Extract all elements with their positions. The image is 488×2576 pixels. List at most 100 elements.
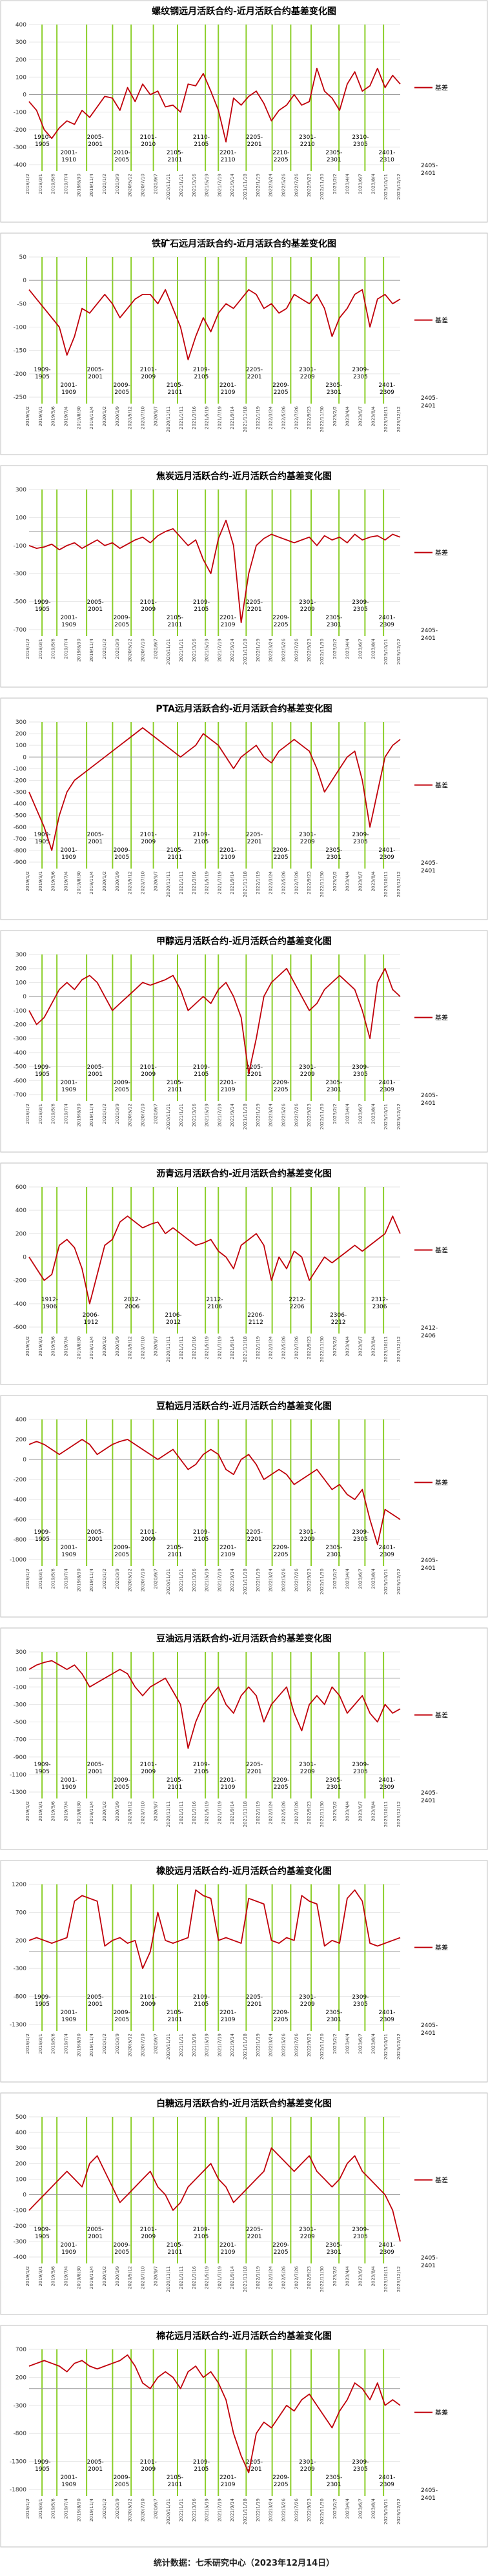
x-tick-label: 2023/4/4 [345, 1103, 351, 1124]
x-tick-label: 2022/9/23 [307, 1801, 312, 1824]
x-tick-label: 2022/11/30 [320, 1801, 325, 1827]
contract-pair-label: 2201- [219, 382, 236, 389]
contract-pair-label: 1909 [61, 2482, 76, 2488]
x-tick-label: 2021/9/14 [230, 871, 235, 894]
x-tick-label: 2023/8/4 [371, 406, 376, 426]
chart-svg: 铁矿石远月活跃合约-近月活跃合约基差变化图 50 0 -50 -100 -150 -200 -… [0, 232, 488, 455]
x-tick-label: 2023/12/12 [396, 1104, 402, 1129]
contract-pair-label: 2005- [87, 832, 104, 838]
contract-pair-label: 2309 [380, 2249, 394, 2256]
contract-pair-label: 2005- [87, 1529, 104, 1536]
contract-pair-label: 2301 [327, 157, 341, 163]
x-tick-label: 2021/3/16 [192, 871, 197, 894]
x-tick-label: 2020/7/10 [140, 1801, 145, 1824]
contract-pair-label: 2009 [141, 2234, 156, 2240]
x-tick-label: 2019/7/4 [63, 2265, 68, 2286]
contract-pair-label: 2309- [352, 367, 369, 373]
x-tick-label: 2022/11/30 [320, 2266, 325, 2292]
contract-pair-label: 2201- [219, 2010, 236, 2016]
y-tick-label: -900 [14, 860, 27, 866]
contract-pair-label: 2105 [194, 141, 209, 148]
y-tick-label: -200 [14, 1278, 27, 1284]
x-tick-label: 2023/10/11 [383, 174, 389, 200]
x-tick-label: 2020/3/9 [115, 2034, 120, 2054]
y-tick-label: -1800 [10, 2487, 26, 2493]
x-tick-label: 2023/6/7 [358, 1801, 363, 1821]
x-tick-label: 2021/1/11 [179, 2034, 184, 2057]
chart-frame [0, 1860, 488, 2083]
contract-pair-label: 2012- [124, 1297, 141, 1303]
series-line-basis [28, 1439, 401, 1545]
chart-frame [0, 232, 488, 455]
x-tick-label: 2020/9/7 [153, 639, 158, 659]
contract-pair-label: 2305 [353, 141, 368, 148]
x-tick-label: 2021/1/11 [179, 871, 184, 894]
chart-panel: PTA远月活跃合约-近月活跃合约基差变化图 300 200 100 0 -100 -200 -… [0, 697, 488, 920]
contract-pair-label: 2401- [378, 1080, 395, 1086]
contract-pair-label: 2001 [88, 1769, 103, 1775]
x-tick-label: 2020/5/12 [128, 406, 133, 429]
contract-pair-label: 2009- [114, 2475, 130, 2481]
x-tick-label: 2020/5/12 [128, 1801, 133, 1824]
x-tick-label: 2022/7/26 [294, 1103, 299, 1126]
contract-pair-label: 2305- [325, 150, 342, 156]
contract-pair-label: 2305 [353, 374, 368, 380]
x-tick-label: 2020/5/12 [128, 2499, 133, 2522]
y-tick-label: -400 [14, 1301, 27, 1308]
contract-pair-label: 2201- [219, 615, 236, 621]
contract-pair-label: 2101- [140, 2227, 157, 2233]
contract-pair-label: 2001 [88, 606, 103, 613]
x-tick-label: 2020/9/7 [153, 2499, 158, 2519]
contract-pair-label: 2109- [193, 2459, 210, 2466]
y-tick-label: -300 [14, 790, 27, 796]
x-tick-label: 2022/5/26 [281, 173, 287, 196]
x-tick-label: 2020/7/10 [140, 1336, 145, 1359]
x-tick-label: 2022/5/26 [281, 406, 287, 429]
contract-pair-label: 1912 [83, 1319, 98, 1326]
contract-pair-label: 2309 [380, 854, 394, 861]
x-tick-label: 2021/3/16 [192, 173, 197, 196]
x-tick-label: 2020/11/11 [166, 2034, 171, 2059]
contract-pair-label: 2205 [274, 1552, 289, 1558]
x-tick-label: 2023/6/7 [358, 2034, 363, 2054]
series-line-basis [28, 1889, 401, 1970]
x-tick-label: 2023/10/11 [383, 1336, 389, 1362]
chart-svg: PTA远月活跃合约-近月活跃合约基差变化图 300 200 100 0 -100 -200 -… [0, 697, 488, 920]
x-tick-label: 2022/9/23 [307, 1104, 312, 1127]
contract-pair-label: 2305- [325, 1080, 342, 1086]
chart-frame [0, 2325, 488, 2548]
legend-label: 基差 [435, 549, 448, 557]
x-tick-label: 2020/9/7 [153, 1336, 158, 1356]
x-tick-label: 2023/8/4 [371, 871, 376, 891]
x-tick-label: 2022/7/26 [294, 638, 299, 661]
x-tick-label: 2022/1/19 [256, 174, 261, 197]
y-tick-label: -50 [17, 301, 26, 307]
x-tick-label: 2023/4/4 [345, 2265, 351, 2286]
x-tick-label: 2022/5/26 [281, 1335, 287, 1359]
x-tick-label: 2019/8/30 [76, 2499, 81, 2522]
chart-svg: 白糖远月活跃合约-近月活跃合约基差变化图 500 400 300 200 100 0 -100… [0, 2092, 488, 2315]
chart-svg: 豆油远月活跃合约-近月活跃合约基差变化图 300 100 -100 -300 -500 -7… [0, 1627, 488, 1850]
x-tick-label: 2022/3/24 [269, 173, 274, 196]
y-tick-label: 100 [15, 515, 26, 521]
contract-pair-label: 1905 [35, 1769, 50, 1775]
x-tick-label: 2021/5/19 [205, 2266, 210, 2289]
chart-title: 豆油远月活跃合约-近月活跃合约基差变化图 [156, 1633, 332, 1644]
chart-svg: 焦炭远月活跃合约-近月活跃合约基差变化图 300 100 -100 -300 -500 -7… [0, 465, 488, 688]
x-tick-label: 2023/4/4 [345, 1800, 351, 1821]
x-tick-label: 2019/5/6 [51, 1568, 56, 1589]
y-tick-label: -100 [14, 325, 27, 331]
current-pair-label: 2405- [421, 1790, 438, 1797]
contract-pair-label: 2301- [299, 1064, 316, 1071]
contract-pair-label: 2209 [300, 2001, 315, 2008]
x-tick-label: 2019/11/4 [89, 173, 94, 196]
y-tick-label: 50 [19, 254, 27, 261]
x-tick-label: 2020/1/2 [102, 1336, 107, 1356]
contract-pair-label: 2101 [167, 854, 182, 861]
contract-pair-label: 2001 [88, 2234, 103, 2240]
y-tick-label: -300 [14, 145, 27, 151]
y-tick-label: 500 [15, 2114, 26, 2121]
y-tick-label: 100 [15, 74, 26, 81]
contract-pair-label: 2201- [219, 2242, 236, 2249]
y-tick-label: 300 [15, 39, 26, 46]
